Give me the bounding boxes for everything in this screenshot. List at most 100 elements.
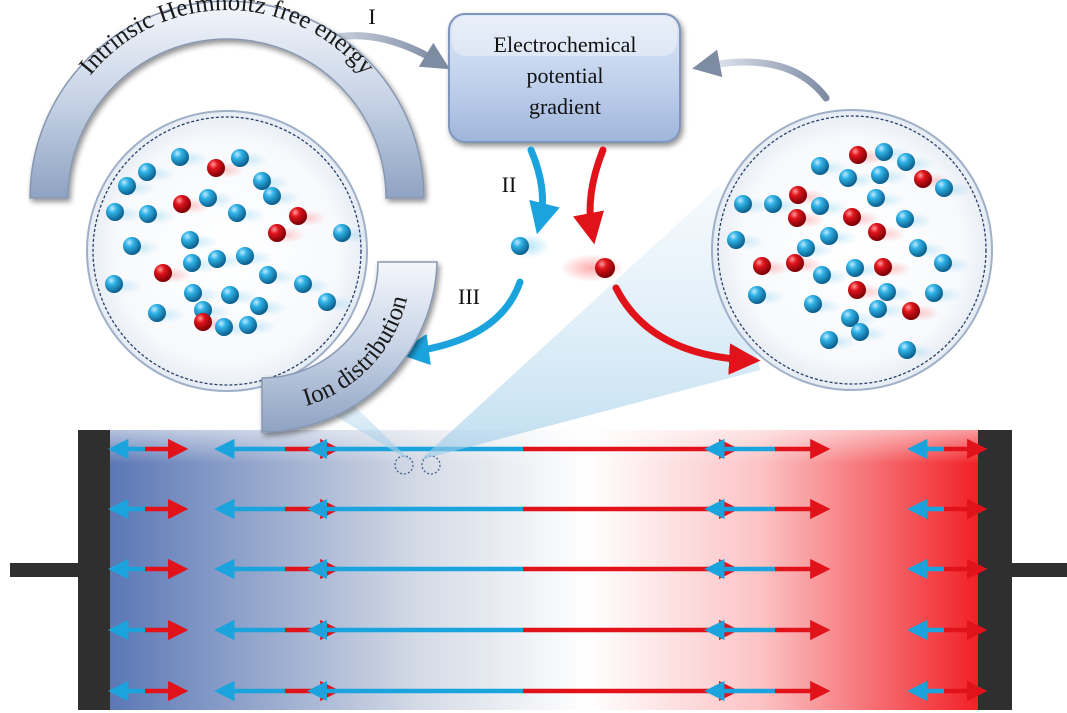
probe-point-left <box>394 455 414 475</box>
cation-ball <box>839 169 857 187</box>
anion-ball <box>848 281 866 299</box>
left-zoom-circle <box>86 110 370 392</box>
anion-ball <box>173 195 191 213</box>
cation-ball <box>236 247 254 265</box>
cation-ball <box>215 318 233 336</box>
cation-ball <box>318 293 336 311</box>
anion-ball <box>868 223 886 241</box>
step-label-three: III <box>458 284 480 309</box>
cation-ball <box>199 189 217 207</box>
cation-ball <box>820 331 838 349</box>
anion-ball <box>154 264 172 282</box>
anion-ball <box>788 209 806 227</box>
cation-ball <box>925 284 943 302</box>
right-ion-cluster <box>727 143 972 360</box>
cation-ball <box>797 239 815 257</box>
cation-ball <box>333 224 351 242</box>
cation-ball <box>811 197 829 215</box>
cation-ball <box>869 300 887 318</box>
probe-point-right <box>421 455 441 475</box>
cation-ball <box>239 316 257 334</box>
zoom-cone-right <box>420 185 760 460</box>
cation-ball <box>171 148 189 166</box>
cation-ball <box>813 266 831 284</box>
cation-ball <box>105 275 123 293</box>
anion-ball <box>786 254 804 272</box>
anion-ball <box>753 257 771 275</box>
cation-ball <box>106 203 124 221</box>
electrochemical-cell <box>10 430 1067 710</box>
anion-redistribution-arrow <box>612 284 761 375</box>
anion-ball <box>194 313 212 331</box>
energy-banner <box>29 0 425 199</box>
cation-ball <box>846 259 864 277</box>
cation-ball <box>253 172 271 190</box>
cation-ball <box>871 166 889 184</box>
cation-ball <box>820 227 838 245</box>
cation-ball <box>875 143 893 161</box>
cation-ball <box>811 157 829 175</box>
cation-ball <box>118 177 136 195</box>
anion-ball <box>843 208 861 226</box>
anion-flux-arrow <box>573 146 607 245</box>
cation-ball <box>878 283 896 301</box>
cation-ball <box>748 286 766 304</box>
cation-ball <box>123 237 141 255</box>
right-lead-wire <box>1010 563 1067 577</box>
anion-ball <box>902 302 920 320</box>
cation-ball <box>138 163 156 181</box>
anion-ball <box>207 159 225 177</box>
cation-ball <box>183 254 201 272</box>
cation-ball <box>148 304 166 322</box>
cation-ball <box>804 295 822 313</box>
left-lead-wire <box>10 563 82 577</box>
central-box <box>448 13 681 143</box>
anion-ball <box>289 207 307 225</box>
cation-ball <box>263 187 281 205</box>
cation-ball <box>294 275 312 293</box>
cation-ball <box>851 323 869 341</box>
box-line-3: gradient <box>529 94 601 119</box>
cation-ball <box>898 341 916 359</box>
cation-ball <box>228 204 246 222</box>
cation-ball <box>259 266 277 284</box>
cation-ball <box>221 286 239 304</box>
cation-ball <box>935 179 953 197</box>
cation-ball <box>181 231 199 249</box>
anion-ball <box>268 224 286 242</box>
anion-ball <box>874 258 892 276</box>
cation-ball <box>909 239 927 257</box>
cation-ball <box>841 309 859 327</box>
cation-ball <box>139 205 157 223</box>
distribution-banner <box>261 261 438 433</box>
step-arrow-three <box>397 278 524 366</box>
box-line-1: Electrochemical <box>494 32 637 57</box>
single-anion <box>595 258 615 278</box>
cation-ball <box>897 153 915 171</box>
anion-ball <box>789 186 807 204</box>
anion-ball <box>849 146 867 164</box>
single-cation <box>511 237 529 255</box>
anion-ball <box>914 170 932 188</box>
box-line-2: potential <box>527 63 604 88</box>
left-ion-cluster <box>105 148 370 337</box>
cation-ball <box>250 297 268 315</box>
cation-ball <box>208 250 226 268</box>
ion-flux-arrows <box>108 438 988 702</box>
feedback-arrow <box>692 49 830 102</box>
cation-ball <box>184 284 202 302</box>
step-label-two: II <box>502 172 517 197</box>
cation-ball <box>231 149 249 167</box>
cation-ball <box>734 195 752 213</box>
cation-ball <box>934 254 952 272</box>
cation-ball <box>764 195 782 213</box>
cation-ball <box>896 210 914 228</box>
step-label-one: I <box>368 4 375 29</box>
left-electrode <box>78 430 110 710</box>
step-arrow-two <box>527 146 560 235</box>
right-zoom-circle <box>711 109 993 391</box>
cation-ball <box>867 189 885 207</box>
right-electrode <box>978 430 1012 710</box>
